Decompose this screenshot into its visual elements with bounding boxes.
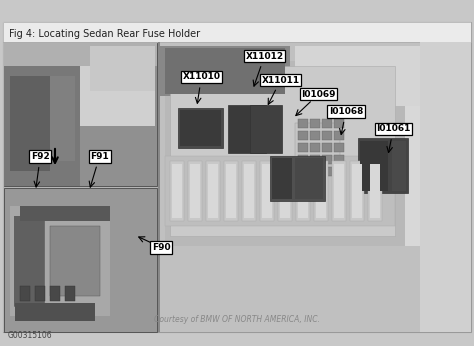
Bar [242,161,256,221]
Bar [10,206,110,316]
Bar [20,286,30,301]
Bar [165,48,285,94]
Bar [334,143,344,152]
Bar [65,286,75,301]
Bar [278,161,292,221]
Bar [228,105,266,153]
Bar [226,164,236,218]
Bar [298,131,308,140]
Text: I01061: I01061 [376,124,410,133]
Bar [390,46,470,246]
Bar [370,164,380,218]
Bar [4,43,80,186]
Bar [298,167,308,176]
Bar [4,43,157,66]
Bar [296,161,310,221]
Bar [322,167,332,176]
Text: X11012: X11012 [246,52,283,61]
Bar [14,216,44,306]
Bar [334,167,344,176]
Bar [188,161,202,221]
Bar [10,76,50,171]
Bar [4,43,157,186]
Bar [35,286,45,301]
Bar [310,167,320,176]
Text: X11010: X11010 [182,72,220,81]
Bar [190,164,200,218]
Bar [20,206,110,221]
Text: G00315106: G00315106 [8,331,53,340]
Bar [298,119,308,128]
Bar [350,161,364,221]
Bar [260,161,274,221]
Bar [208,164,218,218]
Bar [352,164,362,218]
Bar [334,155,344,164]
Bar [158,42,471,332]
Text: F90: F90 [152,243,171,252]
Text: F91: F91 [90,152,109,161]
Bar [334,164,344,218]
Bar [316,164,326,218]
Bar [392,141,406,191]
Bar [314,161,328,221]
Bar [310,119,320,128]
Bar [224,161,238,221]
Bar [298,164,308,218]
Bar [310,155,320,164]
Bar [310,131,320,140]
Text: I01068: I01068 [329,107,363,116]
Bar [295,123,340,178]
Bar [165,156,395,226]
Bar [250,105,282,153]
Bar [158,42,160,332]
Text: Courtesy of BMW OF NORTH AMERICA, INC.: Courtesy of BMW OF NORTH AMERICA, INC. [154,316,320,325]
Bar [298,143,308,152]
Bar [3,42,158,332]
Bar [50,76,75,161]
Bar [50,286,60,301]
Bar [170,66,395,236]
Bar [180,110,221,146]
Bar [172,164,182,218]
Bar [272,158,292,199]
Bar [310,143,320,152]
Bar [295,158,323,199]
Text: X11011: X11011 [262,76,300,85]
Bar [178,108,223,148]
Bar [3,22,471,42]
Bar [322,131,332,140]
Bar [334,119,344,128]
Bar [322,143,332,152]
Bar [80,43,155,126]
Text: I01069: I01069 [301,90,336,99]
Bar [322,155,332,164]
Bar [50,226,100,296]
Bar [14,216,44,306]
Bar [160,46,290,96]
Bar [90,46,155,91]
Bar [3,22,471,332]
Bar [262,164,272,218]
Bar [360,141,388,191]
Bar [170,161,184,221]
Bar [165,61,405,246]
Bar [15,303,95,321]
Bar [332,161,346,221]
Bar [358,138,408,193]
Text: Fig 4: Locating Sedan Rear Fuse Holder: Fig 4: Locating Sedan Rear Fuse Holder [9,29,200,39]
Bar [4,188,157,332]
Bar [3,22,471,42]
Bar [206,161,220,221]
Text: F92: F92 [31,152,50,161]
Bar [368,161,382,221]
Bar [244,164,254,218]
Bar [420,42,471,332]
Bar [280,164,290,218]
Bar [298,155,308,164]
Bar [334,131,344,140]
Bar [270,156,325,201]
Bar [295,46,420,106]
Bar [322,119,332,128]
